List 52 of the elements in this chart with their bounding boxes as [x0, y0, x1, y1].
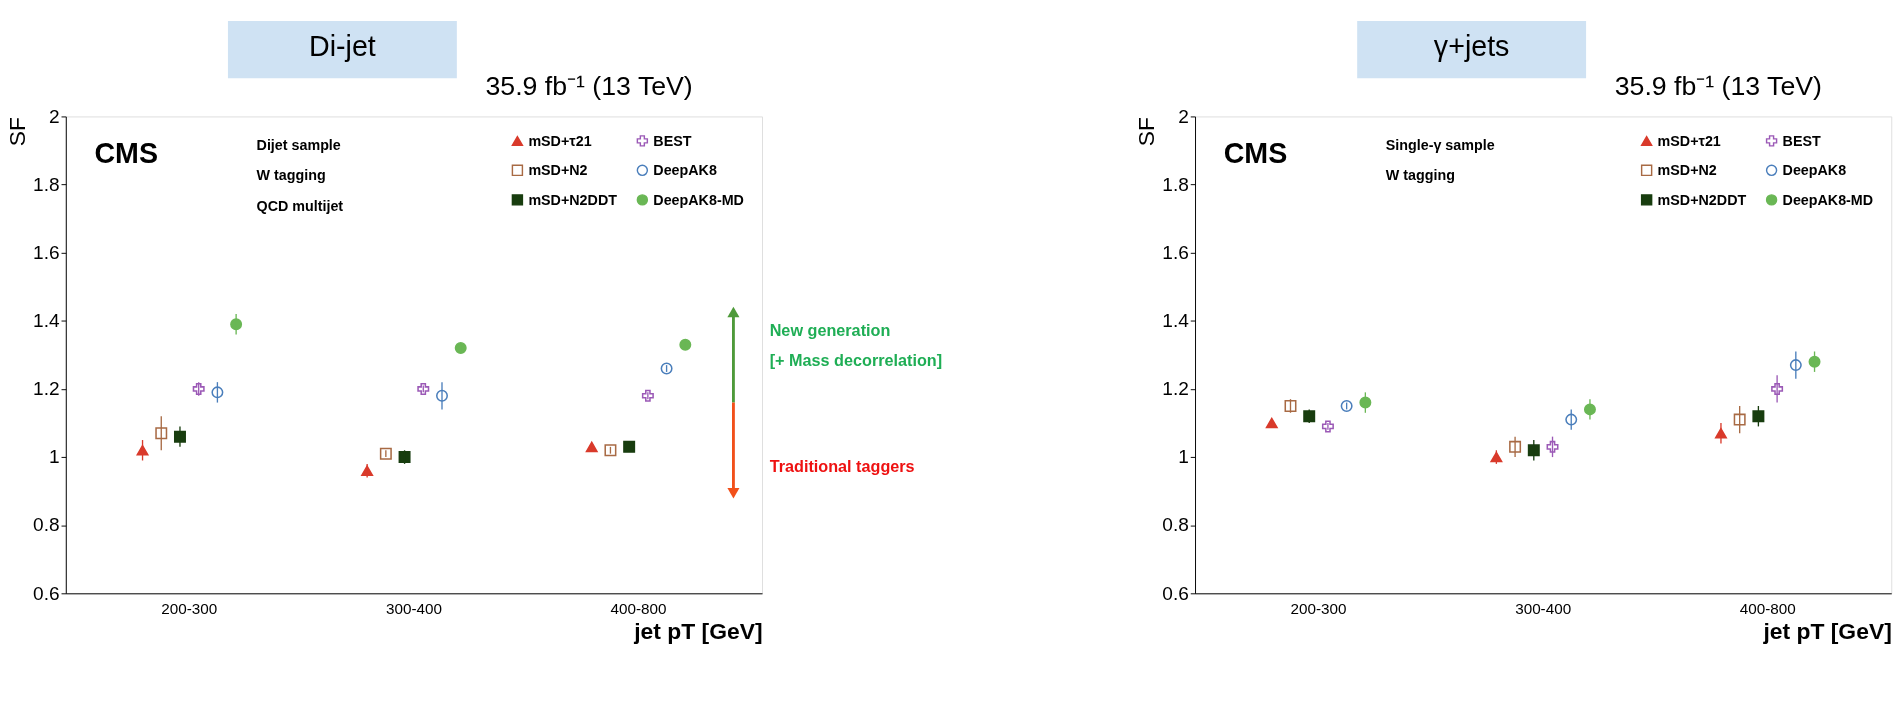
annotation: CMS — [94, 137, 158, 170]
annotation: CMS — [1223, 137, 1288, 170]
legend-label: mSD+τ21 — [528, 132, 592, 149]
chart-title: γ+jets — [1433, 30, 1510, 63]
chart-subtitle: 35.9 fb⁻¹ (13 TeV) — [1614, 71, 1822, 102]
y-tick-label: 1.8 — [33, 173, 60, 195]
annotation: W tagging — [1385, 167, 1455, 184]
legend-label: mSD+N2 — [1657, 162, 1717, 179]
legend-label: mSD+τ21 — [1657, 132, 1721, 149]
legend-label: mSD+N2DDT — [528, 191, 618, 208]
y-tick-label: 1.4 — [33, 310, 61, 332]
x-tick-label: 300-400 — [1515, 599, 1572, 617]
y-tick-label: 0.6 — [1162, 582, 1189, 604]
chart-title: Di-jet — [309, 30, 376, 63]
y-tick-label: 1.4 — [1162, 310, 1190, 332]
annotation: Dijet sample — [256, 136, 341, 153]
legend-label: BEST — [1782, 132, 1821, 149]
chart-subtitle: 35.9 fb⁻¹ (13 TeV) — [485, 71, 693, 102]
text: New generation — [769, 320, 891, 339]
y-axis-title: SF — [1132, 116, 1159, 147]
legend-label: DeepAK8 — [1782, 162, 1847, 179]
legend-label: mSD+N2 — [528, 162, 588, 179]
legend-label: mSD+N2DDT — [1657, 191, 1747, 208]
y-tick-label: 1.8 — [1162, 173, 1189, 195]
x-tick-label: 200-300 — [1290, 599, 1347, 617]
annotation: W tagging — [256, 167, 326, 184]
annotation: QCD multijet — [256, 197, 344, 214]
legend-label: DeepAK8-MD — [653, 191, 744, 208]
y-tick-label: 0.8 — [1162, 514, 1189, 536]
legend-label: BEST — [653, 132, 692, 149]
y-tick-label: 0.8 — [33, 514, 60, 536]
x-tick-label: 300-400 — [385, 599, 442, 617]
text: Traditional taggers — [769, 457, 915, 476]
y-tick-label: 1.6 — [1162, 241, 1189, 263]
y-axis-title: SF — [3, 116, 30, 147]
x-tick-label: 200-300 — [161, 599, 218, 617]
x-tick-label: 400-800 — [1739, 599, 1796, 617]
y-tick-label: 1.2 — [1162, 378, 1189, 400]
y-tick-label: 1 — [1178, 446, 1189, 468]
x-tick-label: 400-800 — [610, 599, 667, 617]
x-axis-title: jet pT [GeV] — [633, 617, 763, 644]
y-tick-label: 0.6 — [33, 582, 60, 604]
x-axis-title: jet pT [GeV] — [1762, 617, 1892, 644]
legend-label: DeepAK8-MD — [1782, 191, 1874, 208]
annotation: Single-γ sample — [1385, 136, 1495, 153]
y-tick-label: 1 — [49, 446, 60, 468]
text: [+ Mass decorrelation] — [769, 351, 943, 370]
y-tick-label: 1.2 — [33, 378, 60, 400]
legend-label: DeepAK8 — [653, 162, 717, 179]
y-tick-label: 2 — [1178, 105, 1189, 127]
y-tick-label: 1.6 — [33, 241, 60, 263]
y-tick-label: 2 — [49, 105, 60, 127]
